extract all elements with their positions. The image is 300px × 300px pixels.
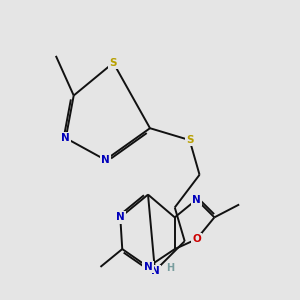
Text: S: S xyxy=(110,58,117,68)
Text: H: H xyxy=(166,263,174,274)
Text: N: N xyxy=(61,133,70,143)
Text: N: N xyxy=(144,262,152,272)
Text: N: N xyxy=(116,212,125,222)
Text: N: N xyxy=(192,194,201,205)
Text: N: N xyxy=(101,155,110,165)
Text: O: O xyxy=(192,234,201,244)
Text: N: N xyxy=(151,266,159,276)
Text: S: S xyxy=(186,135,194,145)
